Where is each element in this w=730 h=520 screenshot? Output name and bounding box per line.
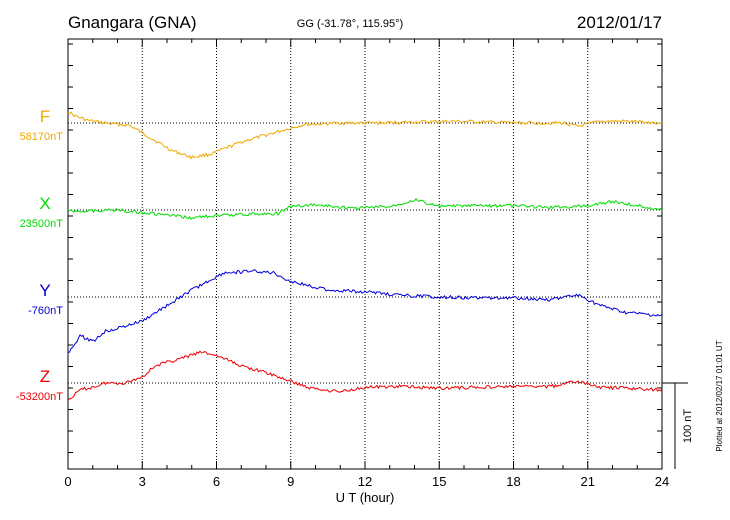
series-line-y bbox=[67, 269, 663, 353]
series-name-f: F bbox=[40, 107, 50, 126]
x-tick-label: 18 bbox=[506, 474, 520, 489]
series-labels: F 58170nT X 23500nT Y -760nT Z -53200nT bbox=[16, 107, 63, 403]
x-tick-label: 21 bbox=[581, 474, 595, 489]
x-tick-labels: 0 3 6 9 12 15 18 21 24 bbox=[64, 474, 669, 489]
grid-lines bbox=[68, 39, 662, 469]
series-baseline-y: -760nT bbox=[28, 305, 63, 317]
series-baseline-x: 23500nT bbox=[20, 218, 64, 230]
x-tick-label: 3 bbox=[139, 474, 146, 489]
scale-bar: 100 nT bbox=[662, 382, 694, 469]
axis-ticks bbox=[67, 39, 663, 469]
plot-date: 2012/01/17 bbox=[577, 13, 662, 32]
series-line-f bbox=[67, 111, 663, 160]
series-line-x bbox=[67, 198, 663, 220]
x-tick-label: 24 bbox=[655, 474, 669, 489]
series-line-z bbox=[67, 350, 663, 401]
series-name-x: X bbox=[39, 194, 50, 213]
series-name-y: Y bbox=[39, 281, 50, 300]
series-baseline-f: 58170nT bbox=[20, 131, 64, 143]
series-baseline-z: -53200nT bbox=[16, 391, 63, 403]
plot-frame bbox=[67, 38, 663, 470]
x-tick-label: 0 bbox=[64, 474, 71, 489]
plotted-timestamp: Plotted at 2012/02/17 01:01 UT bbox=[715, 340, 724, 451]
x-tick-label: 12 bbox=[358, 474, 372, 489]
x-tick-label: 9 bbox=[287, 474, 294, 489]
series-name-z: Z bbox=[40, 367, 50, 386]
station-title: Gnangara (GNA) bbox=[68, 13, 197, 32]
x-axis-label: U T (hour) bbox=[336, 490, 395, 505]
scale-bar-label: 100 nT bbox=[682, 409, 694, 444]
x-tick-label: 15 bbox=[432, 474, 446, 489]
series-lines bbox=[67, 111, 663, 401]
station-coordinates: GG (-31.78°, 115.95°) bbox=[297, 18, 403, 30]
x-tick-label: 6 bbox=[213, 474, 220, 489]
